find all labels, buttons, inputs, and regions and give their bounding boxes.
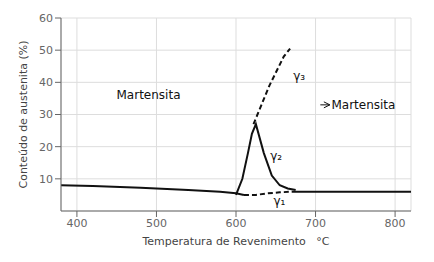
- svg-text:Temperatura de Revenimento °: Temperatura de Revenimento °C: [141, 235, 329, 248]
- svg-text:10: 10: [39, 173, 53, 186]
- svg-text:700: 700: [305, 217, 326, 230]
- svg-text:30: 30: [39, 108, 53, 121]
- svg-text:600: 600: [226, 217, 247, 230]
- svg-text:20: 20: [39, 141, 53, 154]
- svg-text:50: 50: [39, 44, 53, 57]
- svg-text:Martensita: Martensita: [331, 98, 395, 112]
- svg-text:Conteúdo de austenita (%): Conteúdo de austenita (%): [17, 40, 30, 188]
- svg-text:800: 800: [385, 217, 406, 230]
- svg-text:γ₃: γ₃: [293, 69, 305, 83]
- svg-text:Martensita: Martensita: [117, 88, 181, 102]
- svg-text:40: 40: [39, 76, 53, 89]
- svg-text:500: 500: [146, 217, 167, 230]
- svg-text:400: 400: [66, 217, 87, 230]
- svg-text:γ₁: γ₁: [273, 194, 285, 208]
- svg-text:γ₂: γ₂: [270, 149, 282, 163]
- svg-text:60: 60: [39, 12, 53, 25]
